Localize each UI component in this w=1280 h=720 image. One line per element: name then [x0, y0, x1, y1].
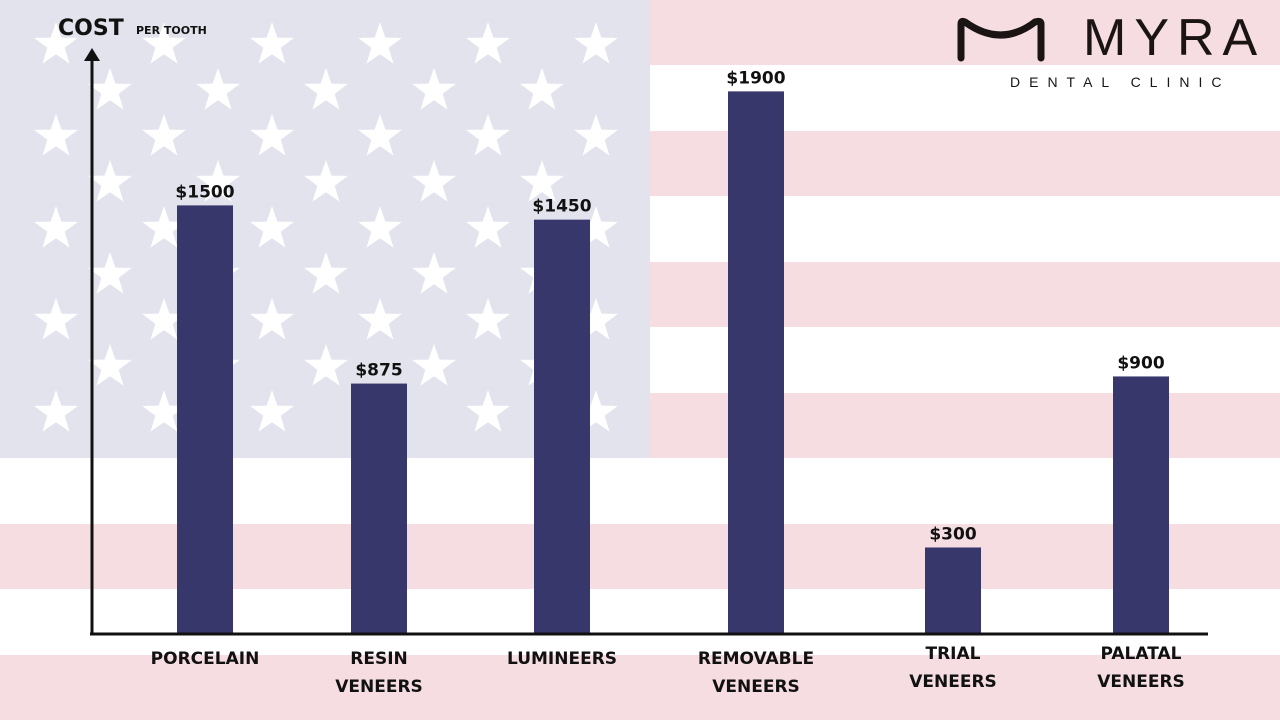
star-icon [250, 22, 294, 64]
star-icon [250, 298, 294, 340]
star-icon [142, 114, 186, 156]
star-icon [34, 114, 78, 156]
category-label: REMOVABLE [698, 649, 814, 669]
star-icon [88, 252, 132, 294]
bar-3 [728, 91, 784, 633]
star-icon [466, 390, 510, 432]
bar-1 [351, 383, 407, 633]
data-label: $1500 [175, 182, 234, 202]
star-icon [466, 114, 510, 156]
data-label: $1900 [726, 68, 785, 88]
category-label: VENEERS [909, 672, 997, 692]
star-icon [142, 206, 186, 248]
brand-subtitle: DENTAL CLINIC [1010, 74, 1231, 90]
star-icon [34, 22, 78, 64]
star-icon [250, 390, 294, 432]
star-icon [574, 206, 618, 248]
y-axis-arrow-icon [84, 48, 100, 61]
star-icon [412, 160, 456, 202]
star-icon [358, 298, 402, 340]
category-label: PORCELAIN [151, 649, 260, 669]
star-icon [196, 68, 240, 110]
star-icon [304, 68, 348, 110]
star-icon [304, 344, 348, 386]
y-axis-subtitle: PER TOOTH [136, 24, 207, 37]
star-icon [88, 160, 132, 202]
data-label: $1450 [532, 197, 591, 217]
brand-name: MYRA [1083, 9, 1266, 67]
star-icon [304, 252, 348, 294]
data-label: $875 [355, 361, 402, 381]
star-icon [34, 298, 78, 340]
category-label: RESIN [350, 649, 408, 669]
data-label: $900 [1117, 353, 1164, 373]
star-icon [250, 206, 294, 248]
category-label: TRIAL [925, 644, 980, 664]
star-icon [142, 390, 186, 432]
star-icon [412, 344, 456, 386]
star-icon [34, 206, 78, 248]
myra-m-icon [957, 17, 1045, 62]
star-icon [466, 22, 510, 64]
star-icon [142, 298, 186, 340]
myra-logo: MYRA DENTAL CLINIC [955, 8, 1265, 98]
star-icon [412, 68, 456, 110]
flag-stripe [0, 655, 1280, 720]
star-icon [466, 298, 510, 340]
star-icon [358, 114, 402, 156]
star-icon [520, 68, 564, 110]
star-icon [34, 390, 78, 432]
star-icon [88, 344, 132, 386]
star-icon [574, 390, 618, 432]
category-label: VENEERS [335, 677, 423, 697]
category-label: VENEERS [1097, 672, 1185, 692]
y-axis-title: COST [58, 16, 124, 41]
star-icon [574, 298, 618, 340]
star-icon [88, 68, 132, 110]
star-icon [466, 206, 510, 248]
star-icon [574, 22, 618, 64]
star-icon [304, 160, 348, 202]
star-icon [358, 22, 402, 64]
star-icon [412, 252, 456, 294]
star-icon [358, 206, 402, 248]
bar-5 [1113, 376, 1169, 633]
category-label: PALATAL [1101, 644, 1182, 664]
bar-4 [925, 547, 981, 633]
data-label: $300 [929, 524, 976, 544]
star-icon [574, 114, 618, 156]
category-label: LUMINEERS [507, 649, 617, 669]
star-icon [196, 160, 240, 202]
star-icon [250, 114, 294, 156]
star-icon [520, 160, 564, 202]
bar-2 [534, 219, 590, 633]
star-icon [142, 22, 186, 64]
bar-0 [177, 205, 233, 633]
category-label: VENEERS [712, 677, 800, 697]
